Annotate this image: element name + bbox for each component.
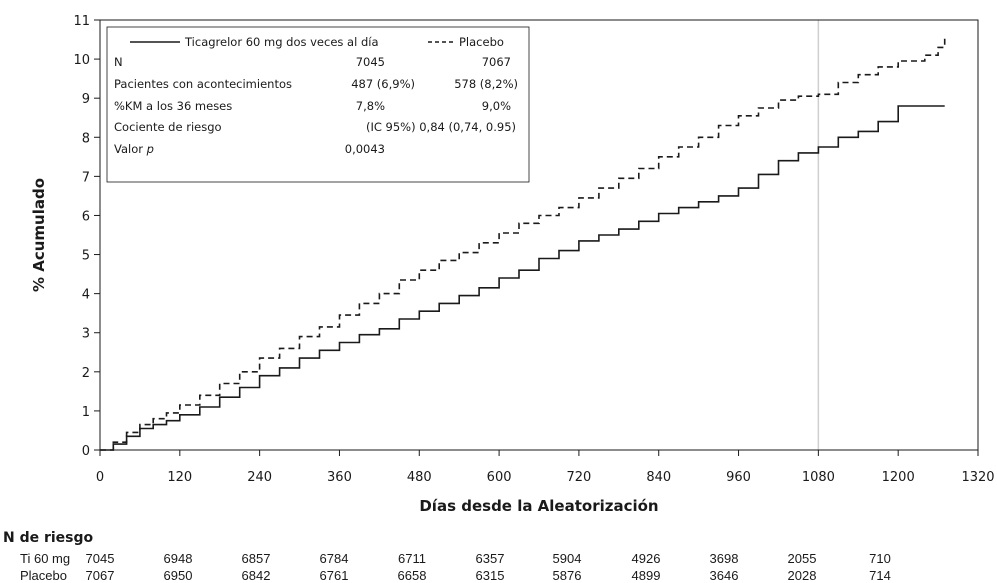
x-tick-label: 1200 [882,470,915,485]
x-axis: 0 120 240 360 480 600 720 840 960 1080 1200 1320 [96,450,995,485]
legend-row-label: Cociente de riesgo [114,120,222,134]
risk-value: 714 [869,568,891,583]
legend-row-val2: 7067 [482,55,511,69]
risk-value: 4899 [632,568,661,583]
legend-row-val1: 487 (6,9%) [351,77,415,91]
risk-value: 4926 [632,551,661,566]
risk-value: 7045 [86,551,115,566]
y-tick-label: 0 [82,444,90,459]
x-axis-title: Días desde la Aleatorización [419,497,658,515]
risk-table: N de riesgo Ti 60 mg Placebo 7045 6948 685… [3,530,891,583]
y-axis-title: % Acumulado [30,178,48,292]
y-tick-label: 10 [73,53,90,68]
x-tick-label: 1320 [961,470,994,485]
risk-value: 2055 [788,551,817,566]
x-tick-label: 960 [726,470,751,485]
risk-value: 5876 [553,568,582,583]
risk-value: 2028 [788,568,817,583]
x-tick-label: 480 [407,470,432,485]
legend-row-val2: 578 (8,2%) [454,77,518,91]
risk-value: 3646 [710,568,739,583]
legend-row-label: N [114,55,123,69]
y-tick-label: 11 [73,14,90,29]
risk-value: 6857 [242,551,271,566]
y-tick-label: 1 [82,405,90,420]
legend-box: Ticagrelor 60 mg dos veces al día Placeb… [106,26,530,183]
risk-value: 7067 [86,568,115,583]
risk-value: 3698 [710,551,739,566]
x-tick-label: 120 [167,470,192,485]
risk-values: 7045 6948 6857 6784 6711 6357 5904 4926 3698 2055… [86,551,891,583]
legend-row-val1: (IC 95%) 0,84 (0,74, 0.95) [366,120,516,134]
y-tick-label: 2 [82,366,90,381]
y-tick-label: 5 [82,249,90,264]
legend-row-label: Pacientes con acontecimientos [114,77,292,91]
legend-row-val2: 9,0% [482,99,511,113]
legend-label-placebo: Placebo [459,35,504,49]
legend-row-label: %KM a los 36 meses [114,99,232,113]
y-axis: 0 1 2 3 4 5 6 7 8 9 10 11 [73,14,100,459]
y-tick-label: 4 [82,288,90,303]
risk-row-label: Placebo [20,568,67,583]
risk-value: 710 [869,551,891,566]
risk-value: 6711 [398,551,426,566]
risk-value: 6658 [398,568,427,583]
x-tick-label: 1080 [802,470,835,485]
legend-row-val1: 7,8% [356,99,385,113]
risk-value: 6948 [164,551,193,566]
y-tick-label: 9 [82,92,90,107]
y-tick-label: 6 [82,209,90,224]
risk-value: 6357 [476,551,505,566]
x-tick-label: 600 [487,470,512,485]
y-tick-label: 8 [82,131,90,146]
risk-value: 6950 [164,568,193,583]
x-tick-label: 360 [327,470,352,485]
legend-row-val1: 0,0043 [345,142,385,156]
legend-row-label-pvalue: Valor p [114,142,154,156]
x-tick-label: 840 [646,470,671,485]
y-tick-label: 3 [82,327,90,342]
risk-table-title: N de riesgo [3,530,94,546]
legend-frame [106,26,530,183]
risk-value: 6761 [320,568,349,583]
risk-value: 6315 [476,568,505,583]
x-tick-label: 0 [96,470,104,485]
legend-label-ticagrelor: Ticagrelor 60 mg dos veces al día [184,35,379,49]
plot-frame [99,19,979,451]
y-tick-label: 7 [82,170,90,185]
risk-value: 6842 [242,568,271,583]
legend-row-val1: 7045 [356,55,385,69]
risk-row-label: Ti 60 mg [20,551,70,566]
series-line-ticagrelor [100,105,945,451]
series-line-placebo [100,37,946,451]
x-tick-label: 240 [247,470,272,485]
x-tick-label: 720 [566,470,591,485]
risk-value: 5904 [553,551,582,566]
risk-value: 6784 [320,551,349,566]
